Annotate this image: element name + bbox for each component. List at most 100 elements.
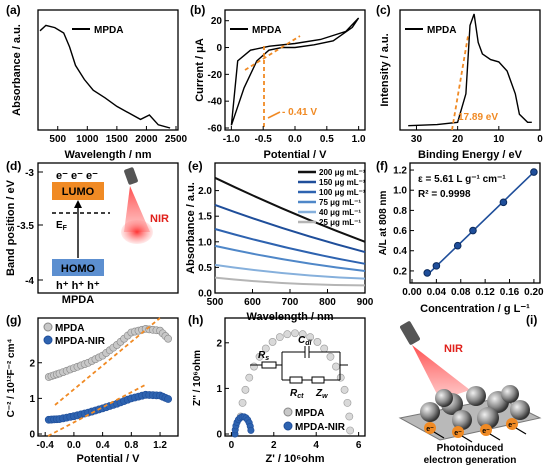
panel-g-frame (37, 317, 179, 437)
panel-i-nir: NIR (444, 343, 463, 355)
panel-f-point (432, 262, 441, 270)
panel-e-series (214, 176, 366, 287)
panel-i-electron-label: e⁻ (482, 428, 490, 435)
panel-i-beam (412, 345, 470, 400)
panel-b-annotation: - 0.41 V (282, 107, 317, 118)
panel-i-electron-arrow (489, 433, 501, 441)
panel-e-series-line (214, 203, 366, 254)
panel-f-xtick-label: 0.00 (402, 287, 422, 298)
panel-e-series-line (214, 263, 366, 280)
panel-g-xtick-label: -0.4 (37, 440, 55, 451)
panel-b-letter: (b) (190, 3, 205, 17)
panel-i-letter: (i) (526, 313, 537, 327)
panel-c-xtick-label: 30 (411, 134, 423, 145)
panel-c-xtick-label: 20 (452, 134, 464, 145)
panel-b-xtick-label: -0.5 (255, 134, 273, 145)
panel-h-point (298, 330, 307, 339)
panel-i-electron (452, 426, 464, 438)
panel-h-ytick-label: 1 (216, 384, 222, 395)
panel-f-point (453, 241, 462, 250)
panel-e-legend-label: 150 μg mL⁻¹ (319, 178, 366, 187)
panel-d: (d) -3 -3.5 -4 Band position / eV e⁻ e⁻ … (5, 159, 179, 306)
panel-h-point (332, 362, 340, 371)
panel-a-xticks: 500 1000 1500 2000 2500 (49, 126, 188, 145)
panel-b-xlabel: Potential / V (264, 149, 328, 161)
panel-i-electron-arrow (433, 431, 445, 439)
panel-b-yticks: 20 0 -20 -40 -60 (208, 16, 229, 135)
panel-e-xlabel: Wavelength / nm (247, 311, 334, 323)
panel-h-point (247, 426, 255, 434)
panel-h-point (320, 344, 329, 353)
panel-f-fit-line (426, 171, 535, 276)
panel-b-ytick-label: 20 (211, 16, 223, 27)
panel-d-laser-icon (124, 167, 138, 185)
panel-h-point (313, 338, 322, 346)
panel-e-legend-label: 40 μg mL⁻¹ (319, 208, 361, 217)
panel-i-sphere (501, 385, 519, 403)
panel-g-xlabel: Potential / V (77, 453, 141, 465)
panel-i-sphere (435, 389, 453, 407)
panel-f-letter: (f) (376, 159, 388, 173)
panel-a-xtick-label: 1500 (106, 134, 129, 145)
panel-g-xtick-label: 0.4 (96, 440, 110, 451)
panel-c-ylabel: Intensity / a.u. (379, 33, 391, 106)
panel-b-ytick-label: -40 (208, 97, 223, 108)
panel-i-electron-label: e⁻ (454, 430, 462, 437)
panel-e-ytick-label: 0.0 (198, 289, 212, 300)
panel-e-xtick-label: 600 (244, 297, 261, 308)
panel-b-xtick-label: 0.0 (288, 134, 302, 145)
panel-g-ytick-label: 1 (29, 394, 35, 405)
panel-a-ylabel: Absorbance / a.u. (11, 24, 23, 116)
panel-i-sphere (510, 400, 530, 420)
panel-h-point (261, 344, 270, 353)
panel-h-legend-1: MPDA (295, 408, 324, 419)
panel-i-electron (480, 424, 492, 436)
panel-i-electron-arrow (515, 427, 527, 435)
panel-d-ytick-1: -3.5 (17, 221, 35, 232)
panel-c-xtick-label: 0 (537, 134, 543, 145)
panel-i-caption-2: electron generation (424, 455, 517, 466)
panel-b-xtick-label: 1.0 (352, 134, 366, 145)
panel-f-eq2: R² = 0.9998 (418, 189, 471, 200)
panel-i-laser-icon (400, 321, 420, 345)
panel-c-frame (399, 9, 541, 131)
panel-i-sphere (466, 386, 486, 406)
panel-d-ylabel: Band position / eV (5, 179, 17, 276)
panel-b-ytick-label: -60 (208, 124, 223, 135)
panel-d-ef: EF (56, 220, 68, 232)
panel-g-ytick-label: 2 (29, 358, 35, 369)
panel-c-letter: (c) (376, 3, 391, 17)
panel-f-frame (409, 162, 541, 284)
panel-g-legend-2: MPDA-NIR (55, 336, 106, 347)
panel-i-electron (506, 418, 518, 430)
panel-a-letter: (a) (6, 3, 21, 17)
panel-e-legend-label: 100 μg mL⁻¹ (319, 188, 366, 197)
panel-h-point (255, 352, 264, 361)
panel-c: (c) MPDA 17.89 eV 30 20 10 0 Binding Energy… (376, 3, 543, 161)
panel-e-series-line (214, 244, 366, 272)
panel-h-xticks: 0 2 4 6 (229, 432, 362, 451)
panel-h-xlabel: Z' / 10⁶ohm (265, 453, 324, 465)
panel-i-sphere (452, 410, 472, 430)
panel-b-tangent (244, 35, 301, 71)
panel-h-ylabel: Z'' / 10⁶ohm (192, 350, 203, 406)
panel-b-ytick-label: 0 (216, 43, 222, 54)
panel-f-yticks: 0.2 0.4 0.6 0.8 1.0 1.2 (393, 166, 414, 277)
panel-a-frame (37, 9, 179, 131)
panel-c-xticks: 30 20 10 0 (411, 126, 543, 145)
panel-b-ylabel: Current / μA (194, 38, 206, 102)
panel-g-xtick-label: 0.0 (67, 440, 81, 451)
panel-c-curve (408, 13, 532, 127)
panel-h-point (326, 352, 335, 361)
panel-f-xtick-label: 0.16 (500, 287, 520, 298)
panel-h-zw: Zw (315, 388, 328, 400)
panel-g-fit-1 (54, 317, 161, 406)
panel-f-xtick-label: 0.20 (524, 287, 544, 298)
panel-e-legend-label: 75 μg mL⁻¹ (319, 198, 361, 207)
panel-g-point (164, 334, 173, 343)
panel-h-circuit (250, 346, 348, 384)
panel-d-nir: NIR (150, 213, 169, 225)
panel-e-ytick-label: 2.0 (198, 186, 212, 197)
